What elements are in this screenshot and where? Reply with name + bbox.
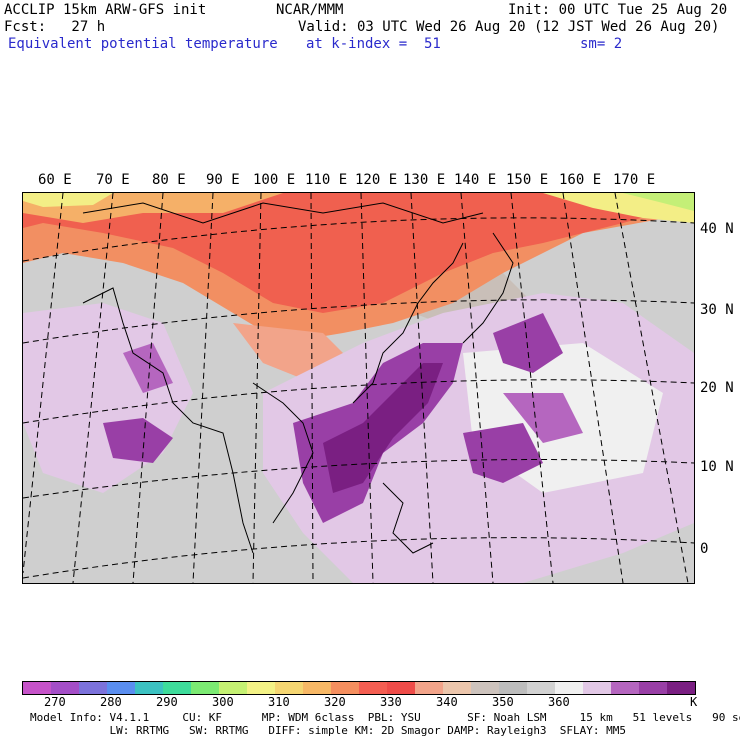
colorbar-swatch [527,682,555,694]
lon-label: 120 E [355,172,398,188]
colorbar-tick: 280 [100,695,122,709]
moist-region [103,418,173,463]
moist-region [493,313,563,373]
lat-label: 20 N [700,380,734,396]
lat-label: 30 N [700,302,734,318]
coastline [382,482,434,554]
lon-label: 90 E [206,172,240,188]
coastline [252,382,314,524]
colorbar-tick: 340 [436,695,458,709]
meridian-line [360,193,374,583]
moist-region [123,343,173,393]
lat-label: 40 N [700,221,734,237]
lon-label: 140 E [454,172,497,188]
moist-region [503,393,583,443]
colorbar [22,681,696,695]
lon-label: 170 E [613,172,656,188]
theta-e-map [22,192,695,584]
colorbar-tick: 360 [548,695,570,709]
valid-time: Valid: 03 UTC Wed 26 Aug 20 (12 JST Wed … [298,19,720,35]
field-name: Equivalent potential temperature [8,36,278,52]
colorbar-swatch [555,682,583,694]
colorbar-swatch [583,682,611,694]
colorbar-swatch [387,682,415,694]
colorbar-swatch [639,682,667,694]
colorbar-swatch [443,682,471,694]
model-title: ACCLIP 15km ARW-GFS init [4,2,207,18]
colorbar-tick: 270 [44,695,66,709]
colorbar-swatch [163,682,191,694]
lat-label: 0 [700,541,709,557]
lon-label: 70 E [96,172,130,188]
colorbar-swatch [471,682,499,694]
colorbar-swatch [107,682,135,694]
meridian-line [310,193,314,583]
warm-band-edge [623,193,694,211]
meridian-line [562,193,624,583]
forecast-hour: Fcst: 27 h [4,19,106,35]
warm-band-edge [23,193,113,207]
meridian-line [23,193,64,574]
model-info-line2: LW: RRTMG SW: RRTMG DIFF: simple KM: 2D … [30,724,627,737]
moist-region [463,423,543,483]
colorbar-tick: 290 [156,695,178,709]
lon-label: 150 E [506,172,549,188]
meridian-line [252,193,262,583]
meridian-line [614,193,689,583]
lon-label: 80 E [152,172,186,188]
meridian-line [460,193,494,583]
colorbar-swatch [499,682,527,694]
meridian-line [510,193,554,583]
colorbar-swatch [247,682,275,694]
colorbar-swatch [667,682,695,694]
colorbar-swatch [415,682,443,694]
parallel-line [23,459,694,499]
colorbar-swatch [79,682,107,694]
colorbar-swatch [275,682,303,694]
lat-label: 10 N [700,459,734,475]
meridian-line [192,193,214,583]
parallel-line [23,379,694,424]
map-canvas [23,193,694,583]
colorbar-swatch [23,682,51,694]
parallel-line [23,217,694,262]
init-time: Init: 00 UTC Tue 25 Aug 20 [508,2,728,18]
parallel-line [23,537,694,579]
colorbar-swatch [219,682,247,694]
colorbar-tick: 300 [212,695,234,709]
institution-label: NCAR/MMM [276,2,344,18]
model-info-line1: Model Info: V4.1.1 CU: KF MP: WDM 6class… [30,711,740,724]
coastline [82,287,254,554]
lon-label: 100 E [253,172,296,188]
colorbar-tick: 350 [492,695,514,709]
colorbar-tick: 330 [380,695,402,709]
level-label: at k-index = 51 [306,36,441,52]
coastline [352,242,464,404]
colorbar-tick: 320 [324,695,346,709]
smoothing-label: sm= 2 [580,36,623,52]
moist-core [323,363,443,493]
meridian-line [410,193,434,583]
lon-label: 160 E [559,172,602,188]
colorbar-swatch [51,682,79,694]
parallel-line [23,299,694,344]
colorbar-swatch [191,682,219,694]
meridian-line [72,193,114,583]
colorbar-swatch [611,682,639,694]
colorbar-swatch [359,682,387,694]
lon-label: 110 E [305,172,348,188]
colorbar-unit: K [690,695,698,709]
lon-label: 60 E [38,172,72,188]
meridian-line [132,193,164,583]
warm-band-core [23,193,694,313]
coastline [462,232,514,344]
colorbar-tick: 310 [268,695,290,709]
colorbar-swatch [303,682,331,694]
lon-label: 130 E [403,172,446,188]
colorbar-swatch [331,682,359,694]
colorbar-swatch [135,682,163,694]
